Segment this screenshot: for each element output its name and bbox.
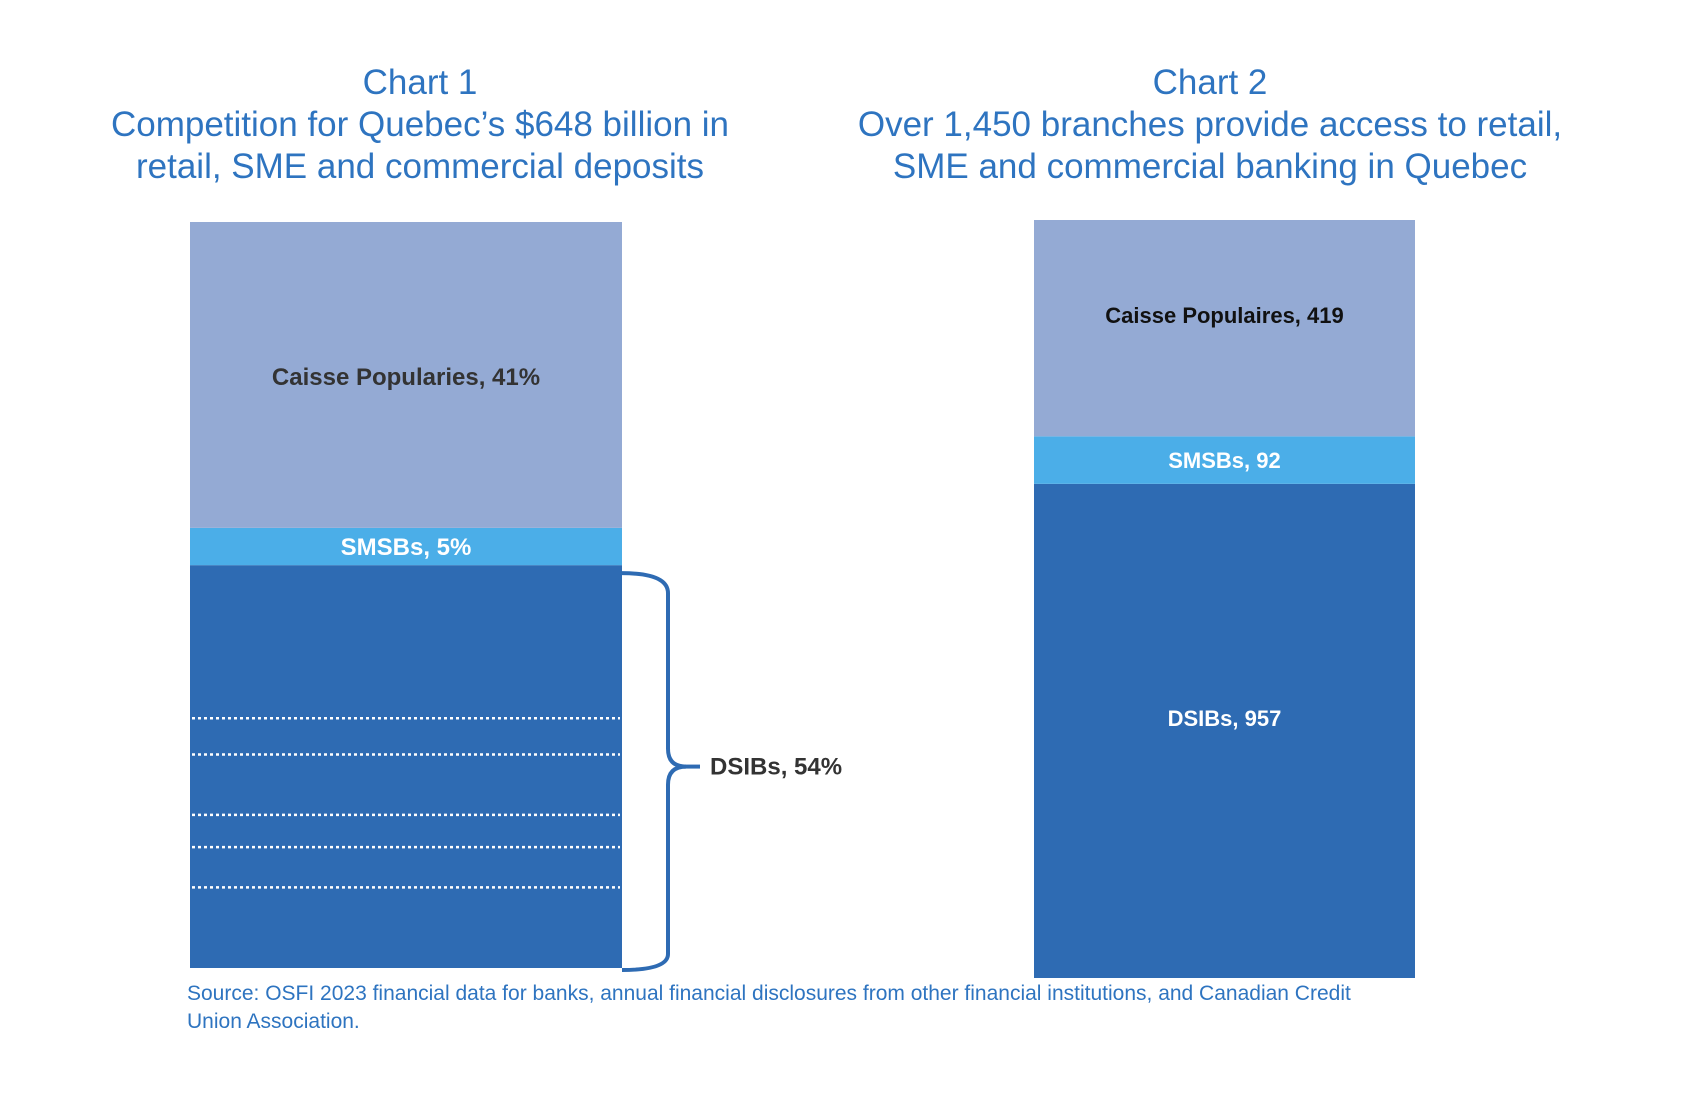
chart-1-smsbs-label: SMSBs, 5% [341,534,472,561]
chart-1-stacked-bar: DSIBs, 54% SMSBs, 5% Caisse Popularies, 41… [190,222,842,972]
chart-2-title: Chart 2 Over 1,450 branches provide acce… [800,62,1620,188]
chart-2-smsbs-segment [1034,436,1415,484]
source-note: Source: OSFI 2023 financial data for ban… [187,982,1351,1033]
chart-2-caisse-populaires-segment [1034,220,1415,437]
chart-1-caisse-popularies-label: Caisse Popularies, 41% [272,364,540,391]
chart-1-caisse-popularies-segment [190,222,622,528]
chart-2-stacked-bar: DSIBs, 957 SMSBs, 92 Caisse Populaires, 41… [1034,220,1415,978]
chart-2-subtitle-line-1: Over 1,450 branches provide access to re… [857,105,1563,144]
chart-2-subtitle-line-2: SME and commercial banking in Quebec [892,147,1528,186]
chart-2-dsibs-label: DSIBs, 957 [1168,706,1282,731]
chart-2-smsbs-label: SMSBs, 92 [1168,448,1281,473]
chart-1-dsibs-label: DSIBs, 54% [710,754,842,781]
chart-1-subtitle-line-1: Competition for Quebec’s $648 billion in [110,105,730,144]
chart-2-dsibs-segment [1034,483,1415,978]
chart-2-title-heading: Chart 2 [1152,63,1268,102]
chart-1-subtitle-line-2: retail, SME and commercial deposits [136,147,704,186]
chart-2-caisse-populaires-label: Caisse Populaires, 419 [1105,303,1343,328]
chart-1-smsbs-segment [190,527,622,566]
chart-1-dsibs-brace [621,571,687,972]
chart-1-title-heading: Chart 1 [362,63,478,102]
chart-1-title: Chart 1 Competition for Quebec’s $648 bi… [40,62,800,188]
chart-1-dsibs-segment [190,565,622,968]
